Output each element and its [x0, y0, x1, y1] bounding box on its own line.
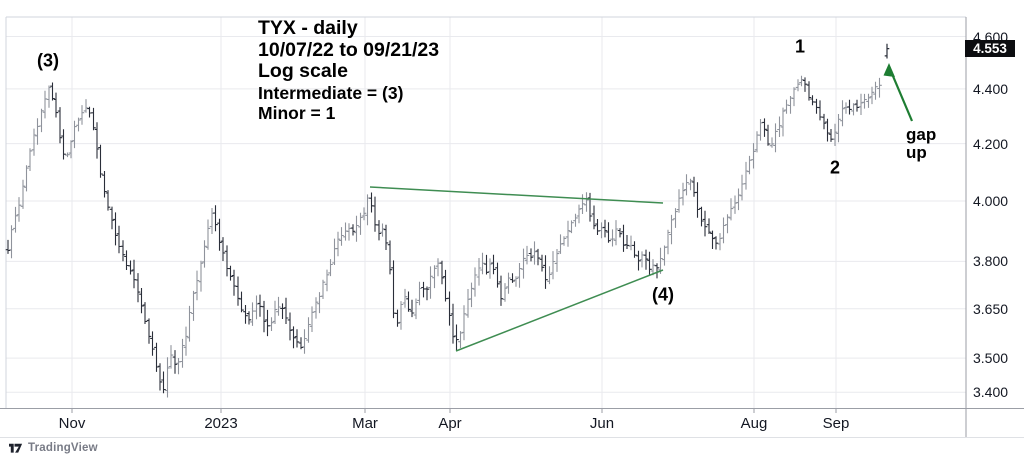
price-label-4.400: 4.400: [973, 80, 1009, 97]
price-label-4.000: 4.000: [973, 192, 1009, 209]
wave-label-4[interactable]: (4): [652, 284, 674, 305]
last-price-value: 4.553: [973, 41, 1007, 57]
chart-note-line: Intermediate = (3): [258, 82, 404, 103]
time-label-Jun: Jun: [589, 415, 615, 432]
tradingview-logo-icon: [9, 443, 23, 453]
price-bars-up: [9, 75, 882, 398]
time-label-Sep: Sep: [822, 415, 850, 432]
gap-up-label[interactable]: gap up: [906, 126, 936, 161]
chart-note-line: Log scale: [258, 60, 348, 82]
wave-label-1[interactable]: 1: [794, 36, 806, 57]
time-label-Nov: Nov: [58, 415, 86, 432]
trendline-triangle-lower[interactable]: [455, 269, 664, 352]
time-label-Mar: Mar: [352, 415, 378, 432]
wave-label-2[interactable]: 2: [829, 157, 841, 178]
gap-up-bar: [884, 43, 890, 59]
price-label-3.650: 3.650: [973, 300, 1009, 317]
tradingview-logo-text: TradingView: [28, 442, 98, 454]
chart-notes[interactable]: TYX - daily 10/07/22 to 09/21/23 Log scale…: [258, 17, 440, 124]
price-bars-down: [5, 77, 860, 394]
time-axis[interactable]: Nov 2023 Mar Apr Jun Aug Sep: [0, 410, 1024, 437]
chart-note-line: 10/07/22 to 09/21/23: [258, 38, 440, 61]
price-label-3.400: 3.400: [973, 384, 1009, 401]
gap-up-label-line: gap: [906, 125, 937, 144]
time-label-2023: 2023: [204, 415, 238, 432]
time-label-Aug: Aug: [740, 415, 768, 432]
chart-note-line: TYX - daily: [258, 17, 358, 39]
price-label-3.800: 3.800: [973, 253, 1009, 270]
gap-up-label-line: up: [906, 142, 927, 162]
tradingview-attribution[interactable]: TradingView: [8, 442, 98, 454]
chart-note-line: Minor = 1: [258, 103, 336, 123]
last-price-badge: 4.553: [965, 40, 1015, 58]
time-label-Apr: Apr: [438, 415, 462, 432]
wave-label-3[interactable]: (3): [37, 50, 59, 71]
price-label-4.200: 4.200: [973, 135, 1009, 152]
trendline-triangle-upper[interactable]: [369, 186, 664, 204]
price-axis[interactable]: 4.600 4.400 4.200 4.000 3.800 3.650 3.500 3.400: [967, 17, 1024, 409]
gap-up-arrowhead: [883, 63, 895, 77]
price-label-3.500: 3.500: [973, 350, 1009, 367]
gap-up-arrow[interactable]: [888, 68, 914, 122]
